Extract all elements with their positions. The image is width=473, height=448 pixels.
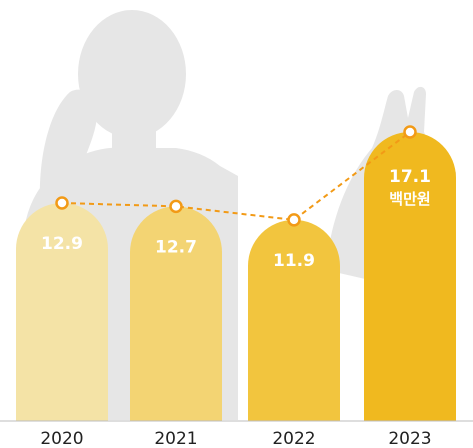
bars-group xyxy=(16,132,456,421)
x-tick-label-2020: 2020 xyxy=(40,429,83,448)
bar-value-label-2022: 11.9 xyxy=(273,251,315,271)
bar-2023 xyxy=(364,132,456,421)
trend-marker-2020 xyxy=(55,196,69,210)
bar-2020 xyxy=(16,202,108,421)
trend-line xyxy=(61,131,411,221)
bar-value-label-2023: 17.1 xyxy=(389,167,431,187)
bar-unit-label: 백만원 xyxy=(389,190,430,208)
trend-marker-2022 xyxy=(287,213,301,227)
bar-value-label-2021: 12.7 xyxy=(155,237,197,257)
x-axis: 2020 2021 2022 2023 xyxy=(0,420,473,448)
x-tick-label-2022: 2022 xyxy=(272,429,315,448)
value-labels-group: 12.9 12.7 11.9 17.1 백만원 xyxy=(41,167,431,271)
silhouette-head xyxy=(78,10,186,138)
bar-2021 xyxy=(130,206,222,421)
x-tick-label-2021: 2021 xyxy=(154,429,197,448)
trend-marker-2021 xyxy=(169,199,183,214)
trend-line-group xyxy=(55,125,417,227)
silhouette-neck xyxy=(112,120,156,160)
bar-value-label-2020: 12.9 xyxy=(41,234,83,254)
x-tick-label-2023: 2023 xyxy=(388,429,431,448)
bar-2022 xyxy=(248,219,340,421)
silhouette-raised-hand-left xyxy=(39,89,98,214)
trend-marker-2023 xyxy=(403,125,417,139)
